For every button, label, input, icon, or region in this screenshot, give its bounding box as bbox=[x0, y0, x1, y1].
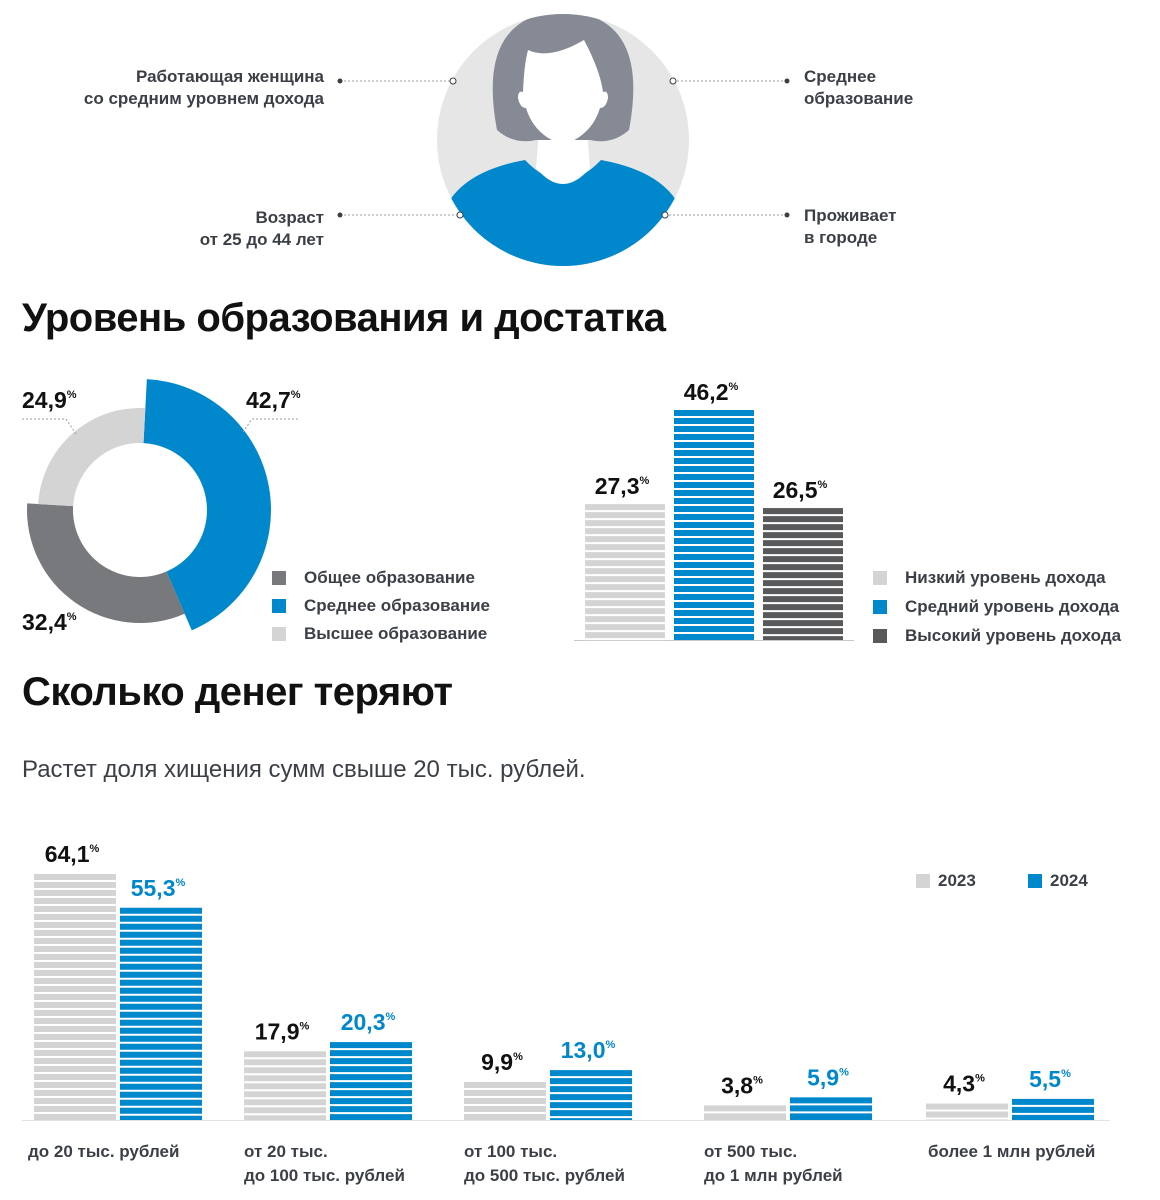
income-bar-label-1: 46,2% bbox=[684, 379, 739, 405]
loss-bar-label-2024-0: 55,3% bbox=[131, 875, 186, 901]
leader-line bbox=[242, 418, 298, 433]
donut-slice-2 bbox=[38, 408, 146, 507]
loss-bar-label-2023-0: 64,1% bbox=[45, 841, 100, 867]
loss-bar-2023-1 bbox=[244, 1051, 326, 1120]
loss-bar-label-2024-3: 5,9% bbox=[807, 1064, 849, 1090]
income-bar-label-0: 27,3% bbox=[595, 473, 650, 499]
loss-bar-2024-0 bbox=[120, 907, 202, 1120]
connector-end bbox=[661, 211, 669, 219]
loss-category-label: от 500 тыс. до 1 млн рублей bbox=[704, 1142, 843, 1185]
education-legend-item: Среднее образование bbox=[272, 596, 490, 616]
connector-end bbox=[456, 211, 464, 219]
loss-bar-2024-4 bbox=[1012, 1098, 1094, 1120]
loss-bar-2024-2 bbox=[550, 1070, 632, 1120]
connector-end bbox=[449, 77, 457, 85]
loss-bar-label-2023-1: 17,9% bbox=[255, 1018, 310, 1044]
income-bar-1 bbox=[674, 410, 754, 640]
loss-bar-label-2023-3: 3,8% bbox=[721, 1072, 763, 1098]
trait-residence: Проживает в городе bbox=[804, 206, 897, 247]
loss-bar-2023-3 bbox=[704, 1105, 786, 1120]
education-legend-item: Высшее образование bbox=[272, 624, 487, 644]
loss-bar-2023-0 bbox=[34, 874, 116, 1120]
income-bar-2 bbox=[763, 508, 843, 640]
legend-swatch bbox=[272, 627, 286, 641]
donut-label-general: 32,4% bbox=[22, 609, 77, 635]
legend-label: Низкий уровень дохода bbox=[905, 568, 1106, 587]
loss-category-label: от 20 тыс. до 100 тыс. рублей bbox=[244, 1142, 405, 1185]
losses-legend-item: 2024 bbox=[1028, 871, 1088, 891]
income-legend-item: Высокий уровень дохода bbox=[873, 626, 1121, 646]
donut-label-secondary: 42,7% bbox=[246, 387, 301, 413]
loss-bar-2024-3 bbox=[790, 1097, 872, 1120]
loss-bar-label-2024-1: 20,3% bbox=[341, 1009, 396, 1035]
income-legend-item: Низкий уровень дохода bbox=[873, 568, 1106, 588]
legend-swatch bbox=[916, 874, 930, 888]
legend-label: Среднее образование bbox=[304, 596, 491, 615]
legend-swatch bbox=[873, 629, 887, 643]
donut-slice-1 bbox=[143, 379, 271, 631]
income-legend-item: Средний уровень дохода bbox=[873, 597, 1119, 617]
connector-dot bbox=[337, 78, 343, 84]
section-title-education-income: Уровень образования и достатка bbox=[22, 296, 666, 340]
connector-dot bbox=[784, 212, 790, 218]
legend-label: Средний уровень дохода bbox=[905, 597, 1120, 616]
loss-bar-2024-1 bbox=[330, 1042, 412, 1120]
persona-illustration bbox=[337, 14, 790, 266]
income-bar-chart: 27,3% 46,2% 26,5% bbox=[574, 379, 854, 641]
loss-bar-2023-2 bbox=[464, 1082, 546, 1120]
connector-dot bbox=[784, 78, 790, 84]
legend-label: 2023 bbox=[938, 871, 976, 890]
legend-label: 2024 bbox=[1050, 871, 1088, 890]
legend-label: Высшее образование bbox=[304, 624, 488, 643]
loss-category-label: до 20 тыс. рублей bbox=[28, 1142, 180, 1161]
legend-swatch bbox=[272, 599, 286, 613]
legend-swatch bbox=[873, 571, 887, 585]
losses-legend-item: 2023 bbox=[916, 871, 976, 891]
income-bar-label-2: 26,5% bbox=[773, 477, 828, 503]
trait-occupation: Работающая женщина со средним уровнем до… bbox=[83, 67, 324, 108]
legend-swatch bbox=[272, 571, 286, 585]
legend-swatch bbox=[1028, 874, 1042, 888]
losses-subtitle: Растет доля хищения сумм свыше 20 тыс. р… bbox=[22, 756, 586, 783]
loss-bar-label-2023-4: 4,3% bbox=[943, 1070, 985, 1096]
donut-slice-0 bbox=[26, 503, 185, 623]
leader-line bbox=[22, 418, 77, 435]
education-legend-item: Общее образование bbox=[272, 568, 475, 588]
loss-category-label: более 1 млн рублей bbox=[928, 1142, 1096, 1161]
loss-bar-label-2024-2: 13,0% bbox=[561, 1037, 616, 1063]
legend-label: Высокий уровень дохода bbox=[905, 626, 1122, 645]
income-bar-0 bbox=[585, 504, 665, 641]
loss-category-label: от 100 тыс. до 500 тыс. рублей bbox=[464, 1142, 625, 1185]
trait-age: Возраст от 25 до 44 лет bbox=[199, 208, 324, 249]
connector-dot bbox=[337, 212, 343, 218]
loss-bar-label-2023-2: 9,9% bbox=[481, 1049, 523, 1075]
loss-bar-2023-4 bbox=[926, 1103, 1008, 1120]
donut-label-higher: 24,9% bbox=[22, 387, 77, 413]
legend-swatch bbox=[873, 600, 887, 614]
loss-bar-label-2024-4: 5,5% bbox=[1029, 1066, 1071, 1092]
trait-education: Среднее образование bbox=[804, 67, 914, 108]
section-title-losses: Сколько денег теряют bbox=[22, 670, 453, 714]
avatar-face bbox=[518, 40, 608, 145]
education-donut-chart: 24,9% 42,7% 32,4% bbox=[22, 379, 301, 635]
losses-bar-chart: 64,1% 55,3% 17,9% 20,3% 9,9% 13,0% 3,8% 5,9% 4,3… bbox=[22, 841, 1110, 1121]
legend-label: Общее образование bbox=[304, 568, 475, 587]
connector-end bbox=[669, 77, 677, 85]
